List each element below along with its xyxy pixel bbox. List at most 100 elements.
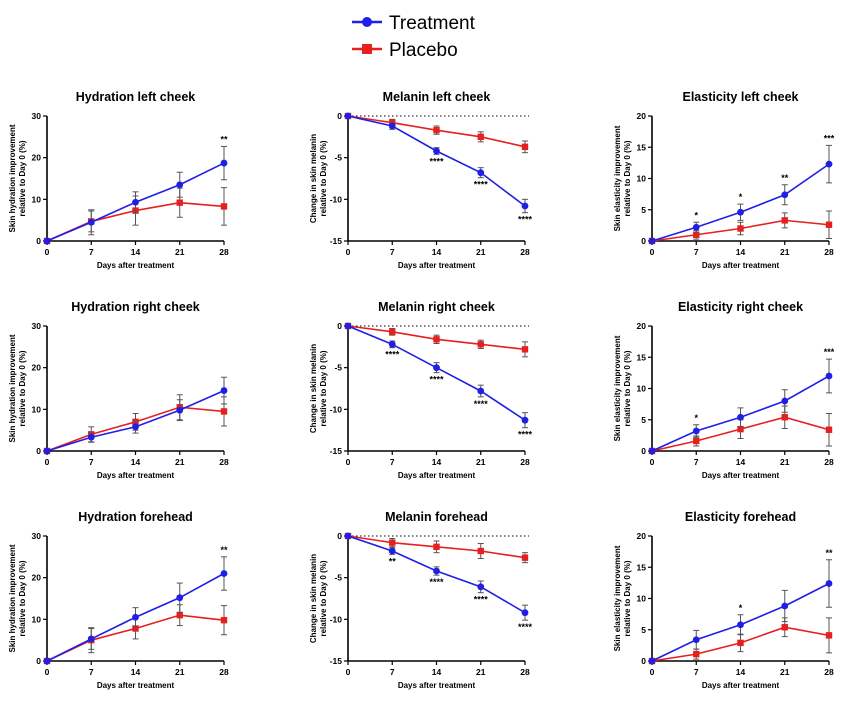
- legend-item-placebo: Placebo: [352, 40, 458, 61]
- x-tick-label: 14: [736, 457, 746, 467]
- data-point: [737, 208, 744, 216]
- data-point: [344, 112, 352, 120]
- series-treatment: [648, 358, 833, 455]
- y-axis-label: Skin elasticity improvementrelative to D…: [613, 125, 632, 231]
- series-placebo: [648, 210, 833, 245]
- data-point: [477, 341, 484, 348]
- significance-marker: ***: [824, 133, 835, 143]
- x-tick-label: 21: [175, 247, 185, 257]
- series-treatment: [648, 559, 833, 665]
- data-point: [692, 427, 700, 435]
- legend-svg: Treatment Placebo: [352, 13, 476, 61]
- x-tick-label: 21: [175, 457, 185, 467]
- x-tick-label: 7: [694, 247, 699, 257]
- y-tick-label: 5: [641, 205, 646, 215]
- x-tick-label: 14: [131, 457, 141, 467]
- y-tick-label: 0: [641, 656, 646, 666]
- data-point: [521, 609, 529, 617]
- legend: Treatment Placebo: [0, 0, 854, 70]
- chart-title: Elasticity forehead: [685, 510, 796, 524]
- y-tick-label: 0: [337, 531, 342, 541]
- y-axis-label: Change in skin melaninrelative to Day 0 …: [309, 134, 328, 223]
- y-axis-label-line: Skin hydration improvement: [8, 334, 17, 442]
- legend-label-treatment: Treatment: [389, 13, 476, 34]
- data-point: [388, 547, 396, 555]
- x-tick-label: 28: [219, 667, 229, 677]
- y-tick-label: -10: [330, 614, 343, 624]
- data-point: [344, 532, 352, 540]
- chart-panel: Elasticity left cheek 0 5 10 15 20 0 7 14 21 28 Day…: [613, 90, 835, 270]
- y-tick-label: 20: [32, 153, 42, 163]
- x-tick-label: 21: [476, 667, 486, 677]
- chart-title: Hydration forehead: [78, 510, 193, 524]
- data-point: [648, 657, 656, 665]
- data-point: [648, 237, 656, 245]
- y-axis-label-line: relative to Day 0 (%): [18, 140, 27, 216]
- x-tick-label: 0: [45, 457, 50, 467]
- y-axis-label: Skin elasticity improvementrelative to D…: [613, 545, 632, 651]
- x-tick-label: 0: [650, 457, 655, 467]
- data-point: [477, 547, 484, 555]
- data-point: [220, 408, 228, 415]
- data-point: [825, 160, 833, 168]
- x-tick-label: 0: [346, 247, 351, 257]
- data-point: [132, 423, 139, 431]
- x-tick-label: 7: [390, 667, 395, 677]
- data-point: [737, 225, 744, 232]
- x-tick-label: 7: [89, 667, 94, 677]
- data-point: [648, 447, 656, 455]
- y-tick-label: 0: [641, 236, 646, 246]
- series-placebo: [648, 617, 833, 665]
- data-point: [344, 322, 352, 330]
- y-tick-label: -15: [330, 656, 343, 666]
- x-tick-label: 0: [45, 247, 50, 257]
- series-placebo: [344, 112, 529, 154]
- y-tick-label: 0: [36, 656, 41, 666]
- significance-marker: ****: [385, 350, 400, 360]
- significance-marker: ****: [518, 622, 533, 632]
- series-treatment: [43, 376, 228, 455]
- data-point: [433, 543, 440, 551]
- data-point: [781, 397, 789, 405]
- significance-marker: ***: [824, 347, 835, 357]
- y-tick-label: 5: [641, 625, 646, 635]
- data-point: [521, 346, 529, 353]
- data-point: [521, 143, 529, 151]
- data-point: [176, 611, 183, 619]
- significance-marker: **: [825, 548, 833, 558]
- y-tick-label: 15: [637, 352, 647, 362]
- data-point: [433, 336, 440, 343]
- data-point: [433, 567, 440, 575]
- y-tick-label: 0: [337, 321, 342, 331]
- y-tick-label: 30: [32, 321, 42, 331]
- data-point: [737, 639, 744, 647]
- significance-marker: ****: [474, 399, 489, 409]
- y-tick-label: -10: [330, 404, 343, 414]
- legend-marker-placebo: [362, 44, 372, 54]
- x-tick-label: 28: [824, 667, 834, 677]
- series-placebo: [344, 532, 529, 564]
- y-axis-label: Skin hydration improvementrelative to Da…: [8, 544, 27, 652]
- data-point: [477, 169, 485, 177]
- data-point: [737, 621, 744, 629]
- chart-panel: Elasticity right cheek 0 5 10 15 20 0 7 14 21 28 Da…: [613, 300, 835, 480]
- significance-marker: *: [739, 192, 743, 202]
- data-point: [132, 198, 139, 206]
- y-tick-label: 10: [637, 594, 647, 604]
- significance-marker: ****: [518, 215, 533, 225]
- x-tick-label: 21: [780, 247, 790, 257]
- y-axis-label-line: Change in skin melanin: [309, 134, 318, 223]
- data-point: [693, 231, 700, 238]
- x-axis-label: Days after treatment: [97, 471, 175, 480]
- y-axis-label-line: Change in skin melanin: [309, 344, 318, 433]
- y-axis-label-line: Skin hydration improvement: [8, 544, 17, 652]
- significance-marker: *: [739, 603, 743, 613]
- chart-panel: Hydration left cheek 0 10 20 30 0 7 14 21 28 Days …: [8, 90, 229, 270]
- data-point: [87, 635, 95, 643]
- x-tick-label: 0: [650, 667, 655, 677]
- chart-title: Elasticity left cheek: [682, 90, 798, 104]
- y-tick-label: 0: [36, 236, 41, 246]
